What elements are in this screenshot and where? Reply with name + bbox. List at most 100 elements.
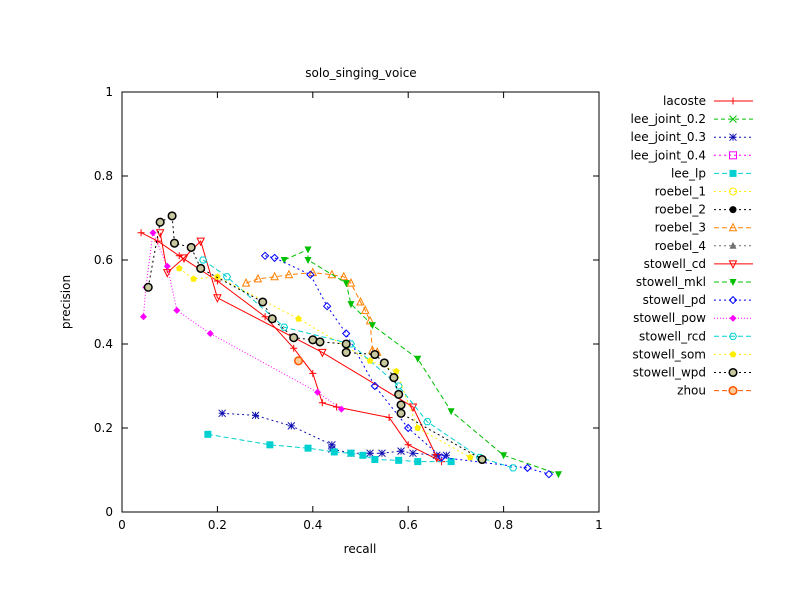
data-point xyxy=(293,356,304,366)
legend-label: lee_joint_0.2 xyxy=(630,112,706,126)
data-point xyxy=(261,313,269,321)
series-stowell-wpd xyxy=(143,211,487,465)
y-axis-label: precision xyxy=(59,275,73,329)
legend-marker xyxy=(729,279,737,286)
legend-label: roebel_2 xyxy=(655,203,706,217)
data-point xyxy=(337,405,345,413)
y-tick-label: 0.2 xyxy=(94,421,113,435)
legend-label: stowell_wpd xyxy=(633,366,706,380)
data-point xyxy=(500,452,508,460)
data-point xyxy=(295,315,302,322)
series-line xyxy=(207,433,452,463)
data-point xyxy=(175,252,183,260)
legend-marker xyxy=(729,169,737,177)
data-point xyxy=(284,269,294,279)
x-tick-label: 0.6 xyxy=(399,518,418,532)
data-point xyxy=(196,237,206,247)
data-point xyxy=(554,471,562,479)
data-point xyxy=(442,451,451,460)
data-point xyxy=(378,449,386,458)
data-point xyxy=(204,430,212,438)
data-point xyxy=(214,273,221,280)
series-lee-lp xyxy=(204,430,455,466)
data-point xyxy=(360,305,370,314)
legend-marker xyxy=(729,151,737,160)
data-point xyxy=(333,403,341,411)
data-point xyxy=(396,408,406,418)
legend-label: stowell_som xyxy=(633,347,706,361)
axes: 0 0.2 0.4 0.6 0.8 1 0 0.2 0.4 0.6 0.8 1 xyxy=(94,85,603,532)
data-point xyxy=(287,422,296,430)
series-line xyxy=(140,232,442,463)
legend-marker xyxy=(729,350,737,358)
data-point xyxy=(339,271,349,281)
legend-label: stowell_pd xyxy=(643,293,706,307)
legend-label: roebel_3 xyxy=(655,221,706,235)
series-line xyxy=(178,267,471,458)
legend-marker xyxy=(729,314,737,322)
data-point xyxy=(190,275,197,282)
data-point xyxy=(280,257,288,264)
legend-label: lee_joint_0.4 xyxy=(630,148,706,162)
data-point xyxy=(341,347,351,357)
legend-marker xyxy=(729,97,737,105)
data-point xyxy=(330,448,338,456)
data-point xyxy=(186,242,196,252)
data-point xyxy=(414,458,422,466)
series-zhou xyxy=(293,356,304,366)
data-point xyxy=(347,449,355,457)
data-point xyxy=(396,400,406,410)
data-point xyxy=(394,389,404,399)
data-point xyxy=(315,337,325,347)
series-line xyxy=(245,272,378,353)
data-point xyxy=(394,382,403,390)
data-point xyxy=(218,409,227,418)
data-point xyxy=(213,294,222,303)
legend-marker xyxy=(729,187,737,196)
legend-label: roebel_1 xyxy=(655,185,706,199)
x-tick-label: 0 xyxy=(118,518,126,532)
legend-marker xyxy=(728,367,738,378)
series-stowell-rcd xyxy=(199,256,518,472)
legend-label: lacoste xyxy=(663,94,706,108)
data-point xyxy=(342,280,350,288)
y-tick-label: 0.6 xyxy=(94,253,113,267)
data-point xyxy=(346,277,356,287)
legend-marker xyxy=(728,332,738,340)
data-point xyxy=(314,388,322,396)
data-point xyxy=(370,349,380,360)
data-point xyxy=(328,440,336,449)
data-point xyxy=(347,301,355,309)
data-point xyxy=(437,453,446,462)
data-point xyxy=(397,447,405,455)
data-point xyxy=(414,355,422,363)
data-point xyxy=(267,314,277,324)
data-point xyxy=(251,411,260,420)
data-point xyxy=(544,469,554,479)
data-point xyxy=(304,257,312,264)
series-stowell-mkl xyxy=(280,246,562,479)
series-lacoste xyxy=(137,229,446,466)
series-stowell-pd xyxy=(260,251,554,479)
series-stowell-pow xyxy=(139,229,345,413)
x-tick-label: 1 xyxy=(595,518,603,532)
data-point xyxy=(370,381,380,391)
data-point xyxy=(327,269,337,279)
data-point xyxy=(341,339,351,349)
series-line xyxy=(222,412,447,456)
legend-marker xyxy=(729,133,737,142)
data-point xyxy=(447,408,455,416)
legend: lacoste lee_joint_0.2 lee_joint_0.3 lee_joi… xyxy=(630,94,753,398)
data-point xyxy=(447,458,455,466)
data-point xyxy=(379,358,389,368)
legend-marker xyxy=(728,386,738,396)
series-stowell-som xyxy=(175,264,474,461)
data-point xyxy=(139,313,147,321)
x-tick-label: 0.8 xyxy=(494,518,513,532)
y-tick-label: 0.8 xyxy=(94,169,113,183)
data-point xyxy=(143,282,153,292)
legend-label: stowell_cd xyxy=(644,257,706,271)
data-point xyxy=(167,211,177,221)
data-point xyxy=(258,297,268,307)
